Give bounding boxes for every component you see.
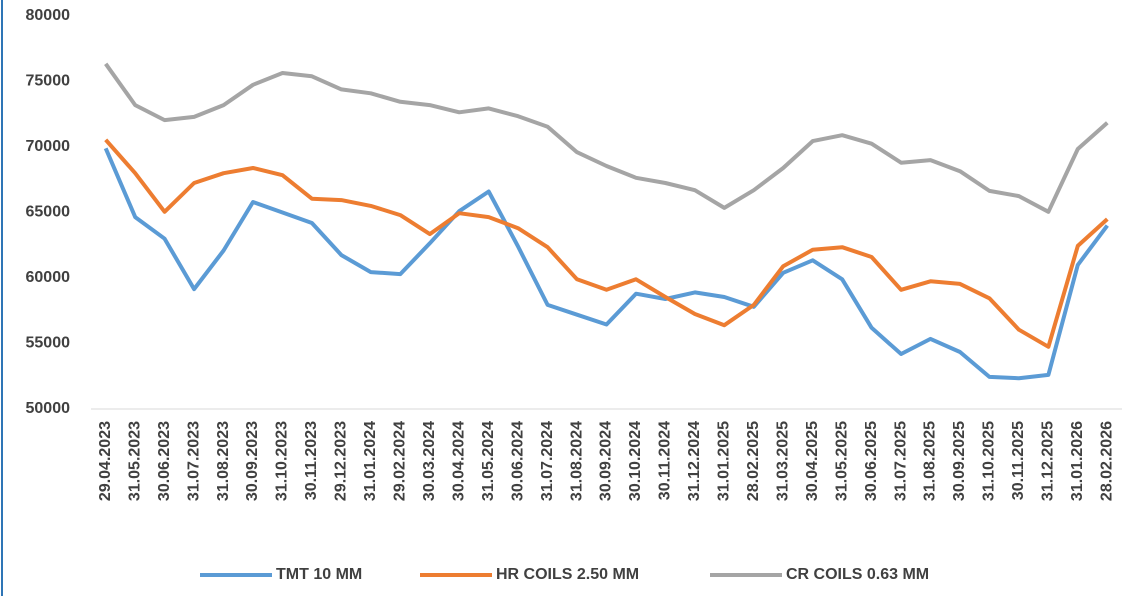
y-tick-label: 75000 xyxy=(26,73,71,90)
y-tick-label: 65000 xyxy=(26,204,71,221)
x-tick-label: 28.02.2026 xyxy=(1098,421,1115,501)
x-tick-label: 31.10.2023 xyxy=(274,421,291,501)
x-tick-label: 30.03.2024 xyxy=(421,421,438,501)
x-tick-label: 28.02.2025 xyxy=(745,421,762,501)
x-tick-label: 31.10.2025 xyxy=(981,421,998,501)
x-tick-label: 31.05.2023 xyxy=(126,421,143,501)
x-tick-label: 30.09.2024 xyxy=(598,421,615,501)
x-tick-label: 30.04.2025 xyxy=(804,421,821,501)
x-tick-label: 31.07.2023 xyxy=(185,421,202,501)
x-tick-label: 31.07.2024 xyxy=(539,421,556,501)
x-tick-label: 31.12.2025 xyxy=(1040,421,1057,501)
x-tick-label: 31.05.2024 xyxy=(480,421,497,501)
x-tick-label: 31.08.2025 xyxy=(922,421,939,501)
x-tick-label: 30.11.2025 xyxy=(1010,421,1027,500)
x-tick-label: 29.04.2023 xyxy=(97,421,114,501)
x-tick-label: 31.12.2024 xyxy=(686,421,703,501)
series-line xyxy=(103,147,1109,381)
y-tick-label: 50000 xyxy=(26,400,71,417)
legend-label: CR COILS 0.63 MM xyxy=(786,566,929,583)
y-tick-label: 80000 xyxy=(26,7,71,24)
x-tick-label: 30.06.2023 xyxy=(156,421,173,501)
legend-label: HR COILS 2.50 MM xyxy=(496,566,639,583)
x-tick-label: 30.10.2024 xyxy=(627,421,644,501)
x-tick-label: 31.03.2025 xyxy=(774,421,791,501)
x-tick-label: 30.11.2024 xyxy=(657,421,674,500)
series-line xyxy=(104,138,1109,349)
x-tick-label: 30.09.2023 xyxy=(244,421,261,501)
x-tick-label: 31.01.2025 xyxy=(716,421,733,501)
x-tick-label: 31.01.2026 xyxy=(1069,421,1086,501)
y-tick-label: 70000 xyxy=(26,138,71,155)
x-tick-label: 30.11.2023 xyxy=(303,421,320,500)
x-tick-label: 31.01.2024 xyxy=(362,421,379,501)
x-tick-label: 30.09.2025 xyxy=(951,421,968,501)
x-tick-label: 30.04.2024 xyxy=(450,421,467,501)
x-tick-label: 30.06.2025 xyxy=(863,421,880,501)
legend-label: TMT 10 MM xyxy=(276,566,362,583)
series-line xyxy=(104,62,1109,214)
x-tick-label: 29.12.2023 xyxy=(333,421,350,501)
x-tick-label: 30.06.2024 xyxy=(509,421,526,501)
x-tick-label: 31.07.2025 xyxy=(892,421,909,501)
x-tick-label: 31.05.2025 xyxy=(833,421,850,501)
x-tick-label: 29.02.2024 xyxy=(392,421,409,501)
y-tick-label: 60000 xyxy=(26,269,71,286)
x-tick-label: 31.08.2024 xyxy=(568,421,585,501)
x-tick-label: 31.08.2023 xyxy=(215,421,232,501)
y-tick-label: 55000 xyxy=(26,335,71,352)
